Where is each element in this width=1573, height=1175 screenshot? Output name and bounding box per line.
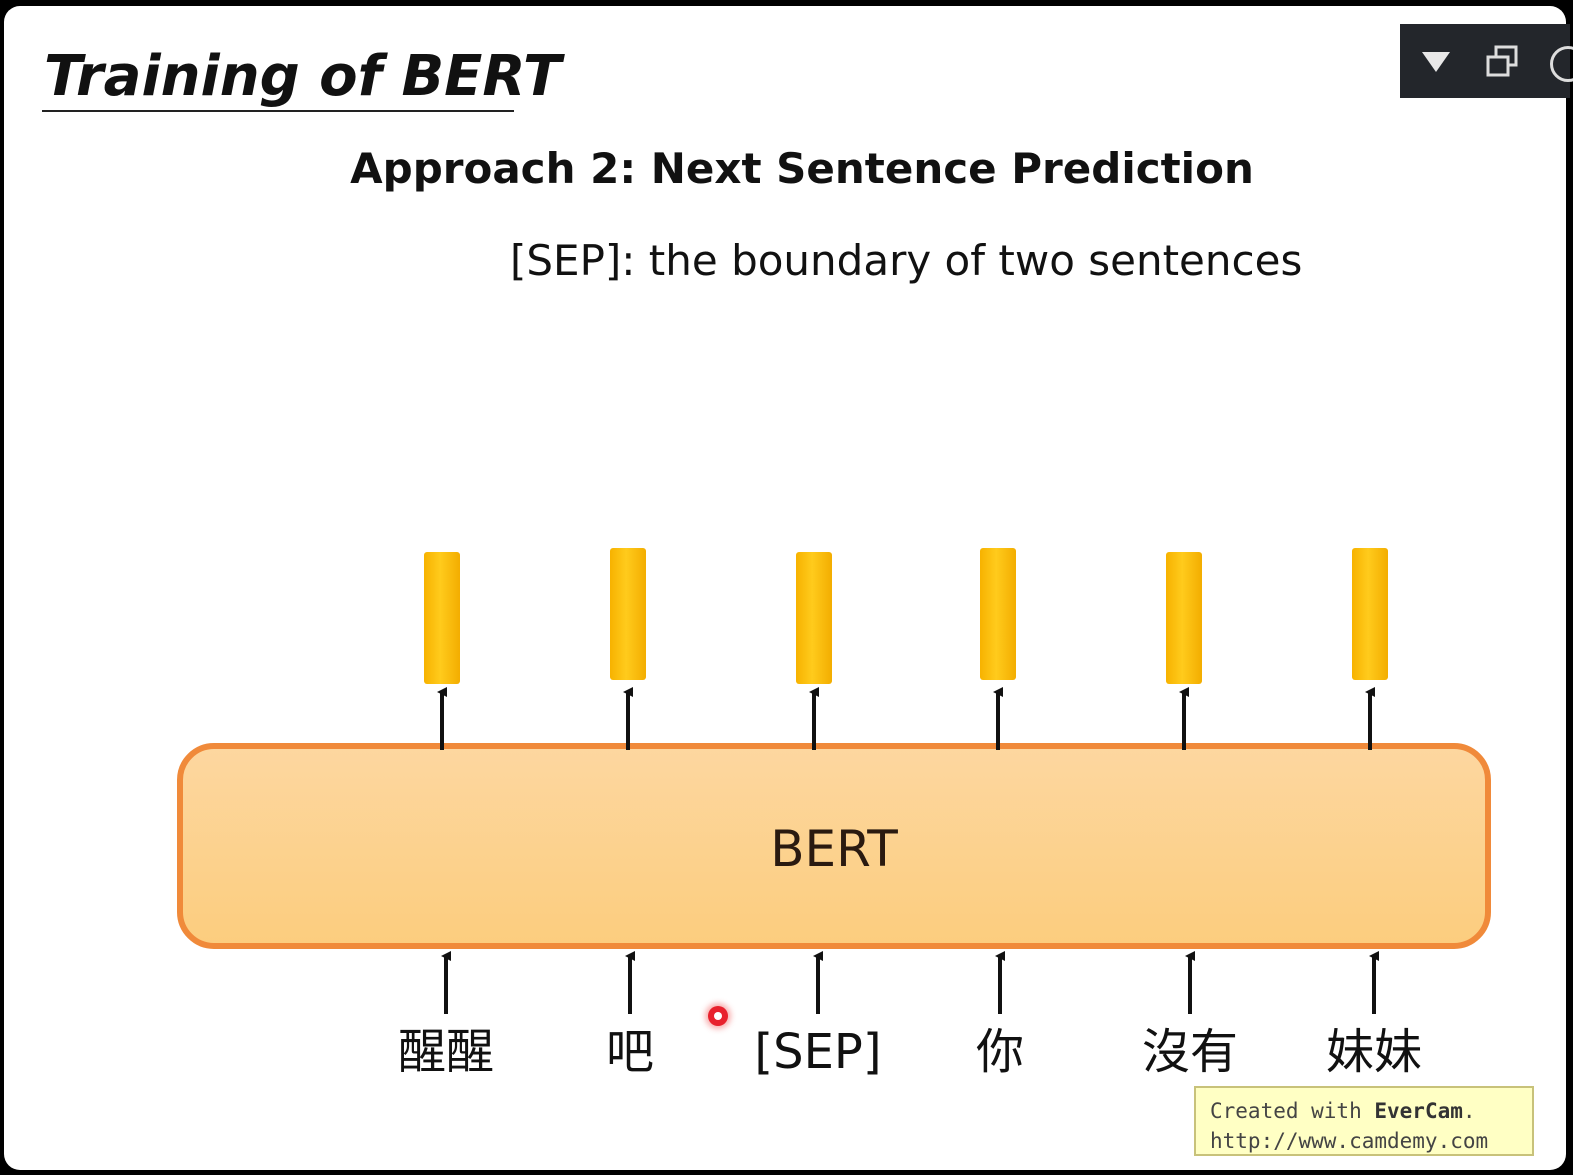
input-token: 醒醒 xyxy=(398,1024,494,1080)
input-token: 妹妹 xyxy=(1326,1024,1422,1080)
input-token: [SEP] xyxy=(754,1024,881,1080)
bert-diagram: BERT 醒醒 吧 [SEP] 你 沒有 妹妹 xyxy=(177,548,1491,1080)
sep-note: [SEP]: the boundary of two sentences xyxy=(510,236,1303,285)
output-vector xyxy=(1166,552,1202,684)
slide-subtitle: Approach 2: Next Sentence Prediction xyxy=(350,144,1254,193)
watermark: Created with EverCam. http://www.camdemy… xyxy=(1194,1086,1534,1156)
token-columns: 醒醒 吧 [SEP] 你 沒有 妹妹 xyxy=(398,548,1422,1080)
circle-icon[interactable] xyxy=(1550,46,1573,82)
output-vector xyxy=(424,552,460,684)
player-toolbar xyxy=(1400,24,1573,98)
output-vector xyxy=(1352,548,1388,680)
restore-window-icon[interactable] xyxy=(1484,44,1520,80)
watermark-url: http://www.camdemy.com xyxy=(1210,1129,1489,1153)
dropdown-triangle-icon[interactable] xyxy=(1422,52,1450,72)
watermark-brand: EverCam xyxy=(1374,1099,1463,1123)
bert-model-label: BERT xyxy=(770,820,898,878)
input-token: 吧 xyxy=(606,1024,654,1080)
slide-title: Training of BERT xyxy=(44,44,562,109)
slide: Training of BERT Approach 2: Next Senten… xyxy=(4,6,1566,1170)
output-vector xyxy=(610,548,646,680)
watermark-prefix: Created with xyxy=(1210,1099,1375,1123)
output-vector xyxy=(980,548,1016,680)
output-vector xyxy=(796,552,832,684)
input-token: 沒有 xyxy=(1142,1024,1238,1080)
cursor-pointer-dot xyxy=(708,1006,728,1026)
title-underline xyxy=(42,110,514,112)
bert-model-box xyxy=(177,743,1491,949)
input-token: 你 xyxy=(976,1024,1024,1080)
watermark-suffix: . xyxy=(1462,1099,1476,1123)
